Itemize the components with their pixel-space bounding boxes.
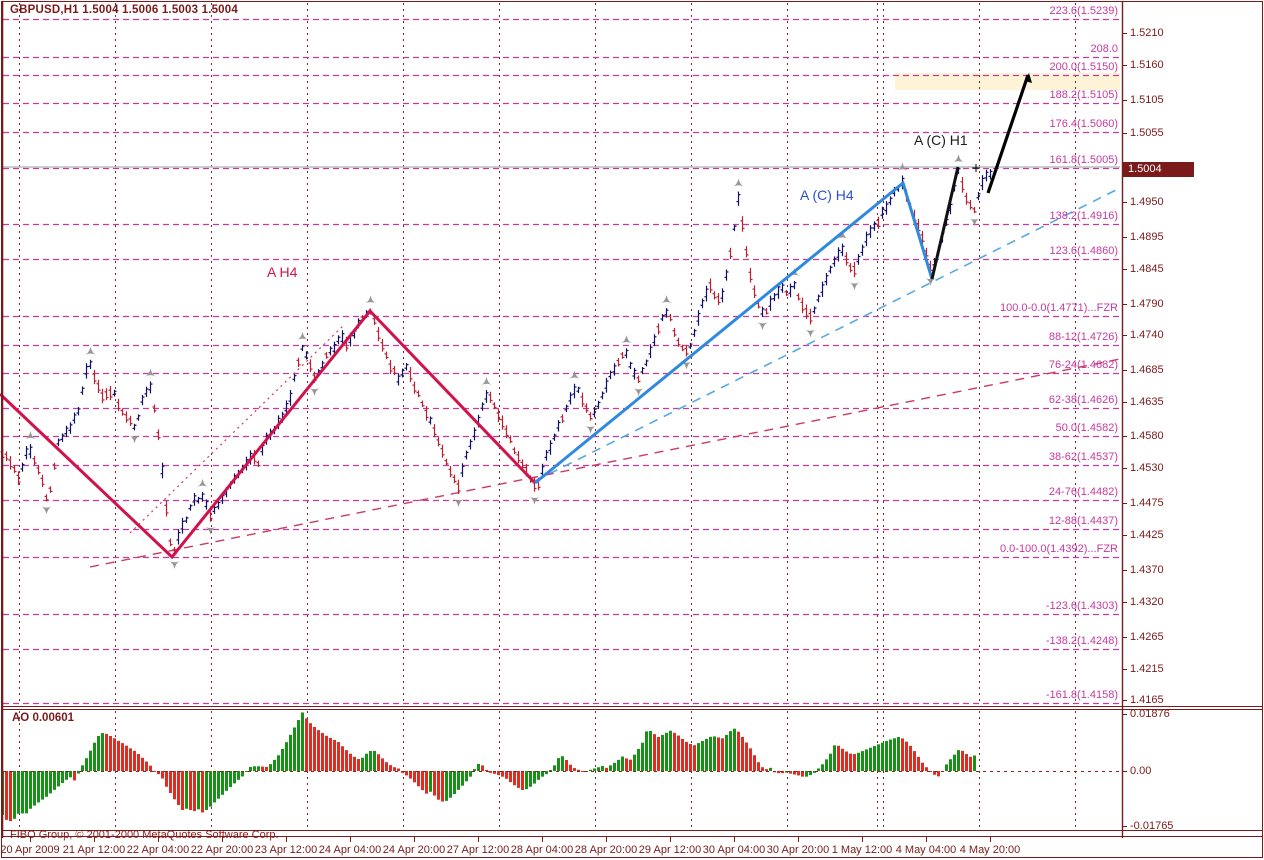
wave-label-ac-h1[interactable]: A (C) H1	[914, 132, 968, 148]
current-price-badge: 1.5004	[1123, 162, 1194, 177]
price-axis-label: 1.4265	[1130, 631, 1164, 643]
price-axis-label: 1.5160	[1130, 59, 1164, 71]
price-axis-label: 1.4845	[1130, 263, 1164, 275]
fib-level-label: -123.6(1.4303)	[1045, 600, 1118, 612]
ao-name: AO	[12, 712, 30, 724]
symbol-title: GBPUSD,H1 1.5004 1.5006 1.5003 1.5004	[10, 4, 238, 16]
date-label: 24 Apr 04:00	[318, 844, 382, 856]
price-axis-label: 1.4580	[1130, 430, 1164, 442]
wave-label-a-h4[interactable]: A H4	[267, 264, 298, 280]
fib-level-label: 100.0-0.0(1.4771)...FZR	[999, 302, 1118, 314]
fib-level-label: 38-62(1.4537)	[1048, 451, 1118, 463]
date-label: 29 Apr 12:00	[638, 844, 702, 856]
date-label: 27 Apr 12:00	[446, 844, 510, 856]
wave-label-ac-h4[interactable]: A (C) H4	[800, 187, 854, 203]
fib-level-label: -138.2(1.4248)	[1045, 635, 1118, 647]
price-axis-label: 1.4635	[1130, 396, 1164, 408]
fib-level-label: 176.4(1.5060)	[1049, 118, 1119, 130]
price-axis-label: 1.4685	[1130, 364, 1164, 376]
fib-level-label: 24-76(1.4482)	[1048, 486, 1118, 498]
date-label: 23 Apr 12:00	[254, 844, 318, 856]
fib-level-label: 161.8(1.5005)	[1049, 154, 1119, 166]
date-label: 24 Apr 20:00	[382, 844, 446, 856]
fib-level-label: 123.6(1.4860)	[1049, 245, 1119, 257]
date-label: 30 Apr 04:00	[702, 844, 766, 856]
price-axis-label: 1.5055	[1130, 127, 1164, 139]
date-label: 22 Apr 04:00	[126, 844, 190, 856]
fib-level-label: 208.0	[1090, 43, 1118, 55]
fib-level-label: 62-38(1.4626)	[1048, 394, 1118, 406]
price-axis-label: 1.4530	[1130, 462, 1164, 474]
fib-level-label: 12-88(1.4437)	[1048, 515, 1118, 527]
fib-level-label: 0.0-100.0(1.4392)...FZR	[999, 543, 1118, 555]
price-axis-label: 1.4320	[1130, 596, 1164, 608]
ao-axis-label: -0.01765	[1130, 820, 1174, 832]
date-label: 4 May 20:00	[959, 844, 1021, 856]
price-chart-area[interactable]	[8, 2, 1122, 705]
price-axis-label: 1.4425	[1130, 529, 1164, 541]
ao-bar	[1, 771, 4, 816]
date-label: 30 Apr 20:00	[766, 844, 830, 856]
date-label: 28 Apr 04:00	[510, 844, 574, 856]
fib-level-label: 200.0(1.5150)	[1049, 61, 1119, 73]
ao-axis-label: 0.00	[1130, 765, 1152, 777]
date-label: 22 Apr 20:00	[190, 844, 254, 856]
date-label: 1 May 12:00	[831, 844, 893, 856]
price-axis-label: 1.4950	[1130, 196, 1164, 208]
fib-level-label: 188.2(1.5105)	[1049, 89, 1119, 101]
ao-value: 0.00601	[32, 712, 75, 724]
price-axis-label: 1.4895	[1130, 231, 1164, 243]
ao-axis-label: 0.01876	[1130, 708, 1170, 720]
fib-level-label: 76-24(1.4682)	[1048, 359, 1118, 371]
price-axis-label: 1.4370	[1130, 564, 1164, 576]
price-axis-label: 1.4165	[1130, 694, 1164, 706]
fib-level-label: 138.2(1.4916)	[1049, 210, 1119, 222]
price-axis-label: 1.5105	[1130, 94, 1164, 106]
fib-level-label: 223.6(1.5239)	[1049, 5, 1119, 17]
price-axis-label: 1.4475	[1130, 497, 1164, 509]
copyright-text: FIBO Group, © 2001-2000 MetaQuotes Softw…	[10, 829, 279, 841]
price-axis-label: 1.4790	[1130, 298, 1164, 310]
ao-indicator-panel[interactable]	[8, 710, 1122, 830]
fib-level-label: 50.0(1.4582)	[1055, 422, 1118, 434]
date-label: 20 Apr 2009	[0, 844, 60, 856]
ao-indicator-label: AO 0.00601	[12, 712, 74, 725]
price-axis-label: 1.4740	[1130, 329, 1164, 341]
date-label: 28 Apr 20:00	[574, 844, 638, 856]
price-axis-label: 1.4215	[1130, 663, 1164, 675]
price-axis-label: 1.5210	[1130, 27, 1164, 39]
date-label: 21 Apr 12:00	[62, 844, 126, 856]
fib-level-label: -161.8(1.4158)	[1045, 689, 1118, 701]
fib-level-label: 88-12(1.4726)	[1048, 331, 1118, 343]
date-label: 4 May 04:00	[895, 844, 957, 856]
